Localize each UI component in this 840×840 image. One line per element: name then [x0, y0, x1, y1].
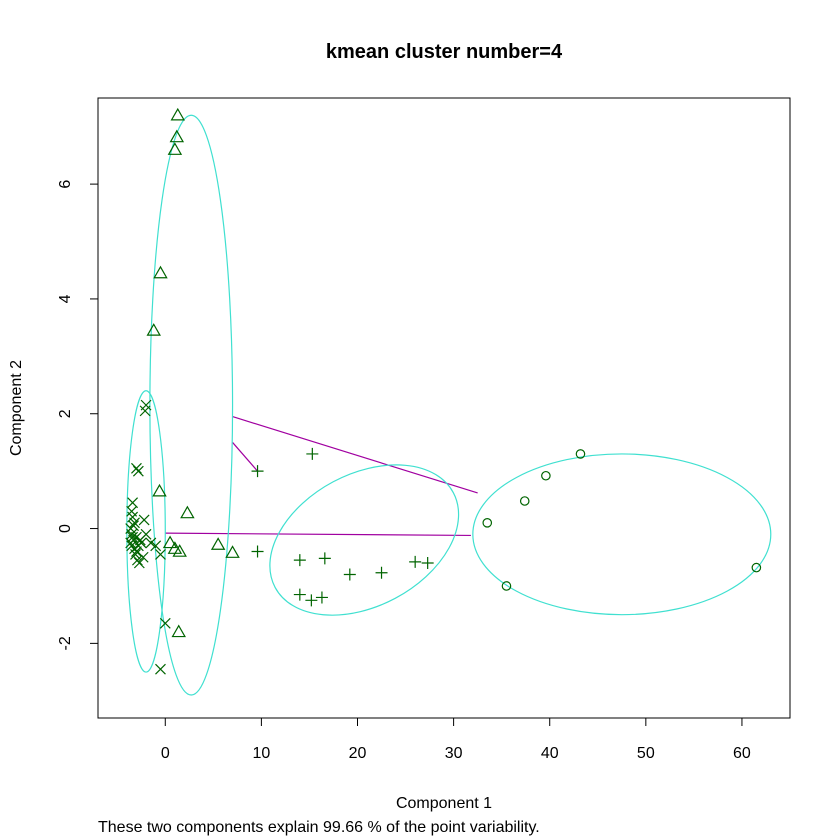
data-point-cluster-3 — [152, 483, 167, 497]
y-tick-label: 6 — [57, 180, 74, 189]
data-point-cluster-4 — [409, 555, 422, 568]
data-point-cluster-4 — [293, 588, 306, 601]
data-point-cluster-2 — [128, 520, 139, 532]
y-tick-label: 0 — [57, 524, 74, 533]
data-point-cluster-2 — [132, 465, 144, 477]
data-point-cluster-2 — [131, 546, 142, 557]
data-point-cluster-4 — [251, 465, 264, 478]
data-point-cluster-2 — [155, 548, 166, 560]
connecting-line — [165, 532, 471, 537]
cluster-ellipse-3 — [149, 114, 234, 696]
chart-title: kmean cluster number=4 — [326, 41, 563, 63]
data-point-cluster-3 — [170, 107, 186, 121]
x-tick-label: 50 — [637, 745, 655, 762]
data-point-cluster-2 — [129, 517, 140, 529]
data-point-cluster-2 — [131, 531, 142, 543]
data-point-cluster-1 — [751, 562, 762, 573]
data-point-cluster-2 — [138, 514, 150, 526]
data-point-cluster-4 — [421, 557, 434, 569]
data-point-cluster-2 — [145, 537, 157, 549]
data-point-cluster-2 — [126, 528, 138, 540]
data-point-cluster-1 — [519, 496, 530, 506]
y-tick-label: 4 — [57, 294, 74, 303]
data-point-cluster-2 — [127, 497, 139, 509]
y-axis-label: Component 2 — [8, 360, 25, 456]
data-point-cluster-1 — [482, 518, 493, 528]
connecting-lines — [165, 416, 478, 537]
data-point-cluster-4 — [306, 447, 319, 460]
data-point-cluster-2 — [159, 617, 171, 629]
data-point-cluster-4 — [315, 591, 328, 604]
data-point-cluster-3 — [167, 142, 183, 155]
cluster-ellipse-4 — [269, 464, 460, 616]
data-point-cluster-1 — [575, 449, 586, 459]
data-point-cluster-2 — [127, 511, 139, 523]
data-point-cluster-3 — [210, 537, 226, 550]
connecting-line — [232, 416, 478, 494]
data-point-cluster-4 — [305, 594, 318, 607]
data-point-cluster-4 — [251, 545, 264, 558]
data-point-cluster-3 — [180, 505, 195, 519]
y-tick-label: 2 — [57, 409, 74, 418]
data-point-cluster-3 — [162, 535, 178, 549]
plot-frame — [97, 97, 791, 719]
data-points — [125, 107, 762, 675]
data-point-cluster-4 — [343, 568, 356, 581]
data-point-cluster-4 — [318, 552, 331, 565]
data-point-cluster-2 — [130, 548, 141, 560]
data-point-cluster-2 — [131, 462, 142, 474]
data-point-cluster-2 — [127, 531, 139, 543]
connecting-line — [232, 442, 258, 472]
x-tick-label: 10 — [252, 745, 270, 762]
data-point-cluster-1 — [501, 581, 512, 591]
data-point-cluster-2 — [137, 551, 149, 563]
data-point-cluster-3 — [169, 129, 185, 143]
data-point-cluster-3 — [172, 544, 187, 557]
x-tick-label: 0 — [161, 745, 170, 762]
y-axis: -2 0 2 4 6 — [57, 180, 99, 650]
x-axis: 0 10 20 30 40 50 60 — [161, 717, 751, 762]
x-axis-label: Component 1 — [396, 795, 492, 812]
x-tick-label: 20 — [349, 745, 367, 762]
x-tick-label: 40 — [541, 745, 559, 762]
data-point-cluster-3 — [225, 545, 240, 558]
data-point-cluster-4 — [375, 566, 388, 579]
cluster-ellipse-2 — [126, 390, 166, 673]
x-tick-label: 30 — [445, 745, 463, 762]
x-tick-label: 60 — [733, 745, 751, 762]
cluster-ellipses — [126, 114, 772, 696]
data-point-cluster-3 — [171, 624, 186, 638]
data-point-cluster-4 — [293, 554, 306, 567]
y-tick-label: -2 — [57, 636, 74, 650]
data-point-cluster-2 — [139, 405, 151, 417]
variability-note: These two components explain 99.66 % of … — [98, 819, 540, 836]
data-point-cluster-2 — [140, 528, 152, 540]
data-point-cluster-2 — [131, 554, 143, 566]
cluster-ellipse-1 — [472, 453, 772, 616]
data-point-cluster-3 — [153, 265, 168, 279]
data-point-cluster-3 — [146, 323, 161, 336]
data-point-cluster-2 — [150, 540, 162, 552]
data-point-cluster-2 — [133, 557, 145, 569]
data-point-cluster-2 — [155, 663, 166, 675]
data-point-cluster-2 — [135, 537, 147, 549]
data-point-cluster-1 — [541, 470, 551, 481]
